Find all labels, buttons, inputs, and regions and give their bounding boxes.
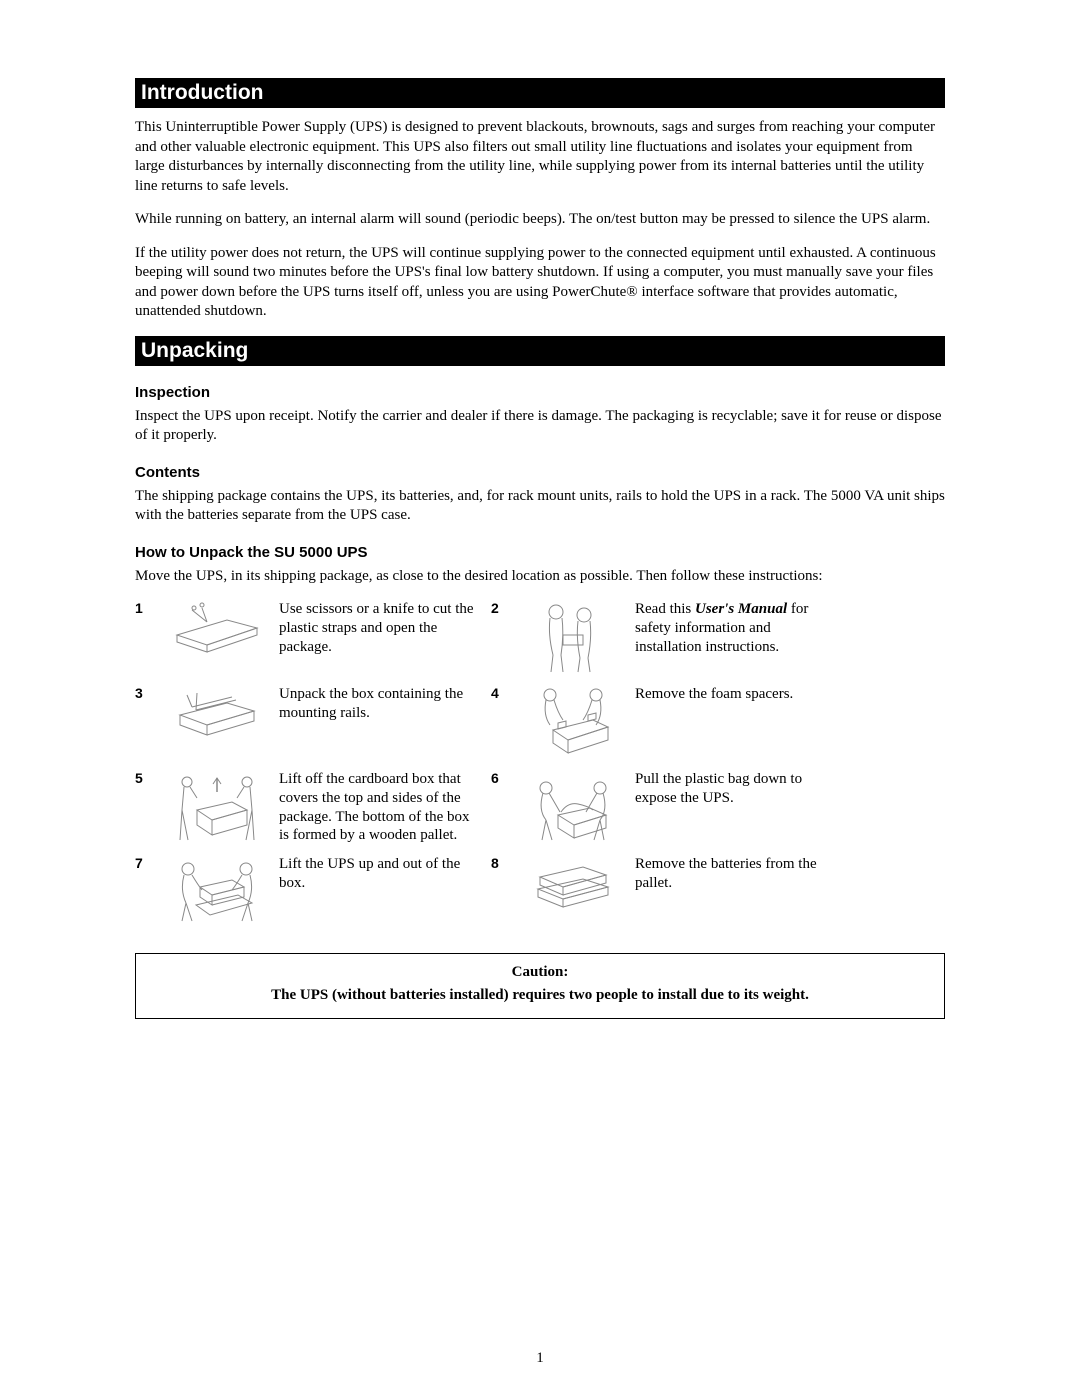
- lift-ups-icon: [172, 855, 262, 925]
- step-illustration-8: [523, 855, 623, 910]
- page: Introduction This Uninterruptible Power …: [0, 0, 1080, 1397]
- intro-paragraph-2: While running on battery, an internal al…: [135, 210, 945, 230]
- inspection-text: Inspect the UPS upon receipt. Notify the…: [135, 407, 945, 446]
- step-number: 5: [135, 770, 155, 786]
- caution-label: Caution:: [144, 964, 936, 981]
- step-number: 3: [135, 685, 155, 701]
- step-number: 4: [491, 685, 511, 701]
- pull-bag-icon: [528, 770, 618, 845]
- step-number: 2: [491, 600, 511, 616]
- remove-foam-icon: [528, 685, 618, 760]
- step-text: Lift off the cardboard box that covers t…: [279, 770, 479, 845]
- contents-text: The shipping package contains the UPS, i…: [135, 487, 945, 526]
- step-text: Remove the batteries from the pallet.: [635, 855, 835, 893]
- step-text: Pull the plastic bag down to expose the …: [635, 770, 835, 808]
- step-text: Use scissors or a knife to cut the plast…: [279, 600, 479, 656]
- section-header-unpacking: Unpacking: [135, 336, 945, 366]
- lift-box-icon: [172, 770, 262, 845]
- step-illustration-2: [523, 600, 623, 675]
- rails-box-icon: [172, 685, 262, 740]
- step-text: Read this User's Manual for safety infor…: [635, 600, 835, 656]
- steps-grid: 1 Use scissors or a knife to cut the pla…: [135, 600, 945, 925]
- step-illustration-6: [523, 770, 623, 845]
- step-text: Unpack the box containing the mounting r…: [279, 685, 479, 723]
- step-number: 1: [135, 600, 155, 616]
- step-text: Lift the UPS up and out of the box.: [279, 855, 479, 893]
- step-illustration-4: [523, 685, 623, 760]
- intro-paragraph-3: If the utility power does not return, th…: [135, 244, 945, 322]
- users-manual-emphasis: User's Manual: [695, 601, 787, 617]
- section-header-introduction: Introduction: [135, 78, 945, 108]
- scissors-box-icon: [172, 600, 262, 655]
- step-number: 7: [135, 855, 155, 871]
- step-illustration-1: [167, 600, 267, 655]
- howto-intro: Move the UPS, in its shipping package, a…: [135, 567, 945, 587]
- subhead-inspection: Inspection: [135, 384, 945, 401]
- subhead-howto: How to Unpack the SU 5000 UPS: [135, 544, 945, 561]
- caution-text: The UPS (without batteries installed) re…: [144, 987, 936, 1004]
- people-reading-icon: [528, 600, 618, 675]
- batteries-pallet-icon: [528, 855, 618, 910]
- intro-paragraph-1: This Uninterruptible Power Supply (UPS) …: [135, 118, 945, 196]
- page-number: 1: [0, 1350, 1080, 1367]
- step-illustration-7: [167, 855, 267, 925]
- caution-box: Caution: The UPS (without batteries inst…: [135, 953, 945, 1019]
- subhead-contents: Contents: [135, 464, 945, 481]
- step-illustration-5: [167, 770, 267, 845]
- step-illustration-3: [167, 685, 267, 740]
- step-number: 8: [491, 855, 511, 871]
- step-number: 6: [491, 770, 511, 786]
- step-text: Remove the foam spacers.: [635, 685, 835, 704]
